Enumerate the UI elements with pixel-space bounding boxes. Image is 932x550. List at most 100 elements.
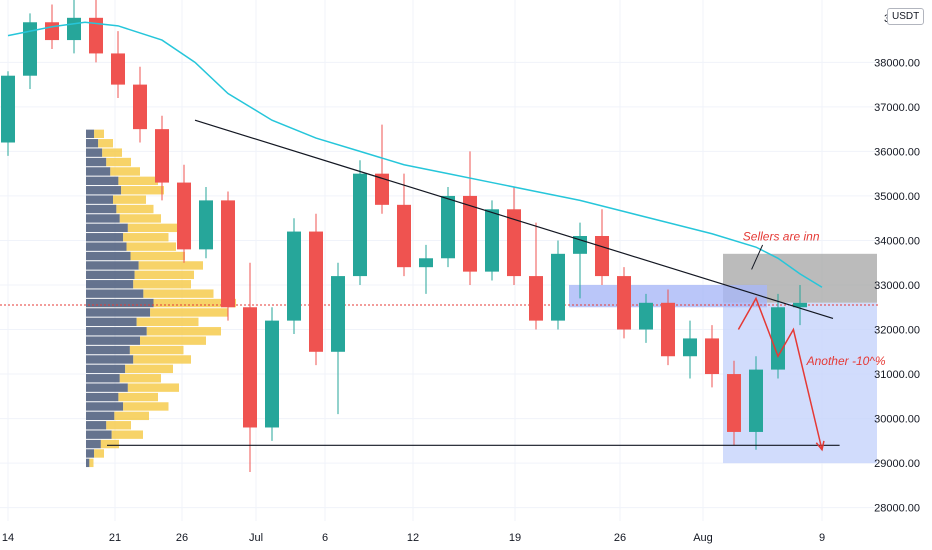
volume-profile-bar-buy bbox=[102, 148, 122, 157]
candle-body bbox=[265, 320, 279, 428]
volume-profile-bar-sell bbox=[86, 402, 124, 411]
volume-profile-bar-buy bbox=[129, 345, 184, 355]
candle-body bbox=[67, 17, 81, 41]
volume-profile-bar-buy bbox=[133, 355, 191, 364]
volume-profile-bar-sell bbox=[86, 411, 115, 421]
volume-profile-bar-sell bbox=[86, 430, 112, 439]
zone-target bbox=[723, 302, 877, 464]
candle-body bbox=[661, 302, 675, 357]
drawings bbox=[107, 119, 840, 452]
x-tick-label: Aug bbox=[693, 532, 713, 544]
candle-body bbox=[23, 22, 37, 76]
volume-profile bbox=[86, 129, 236, 468]
volume-profile-bar-sell bbox=[86, 355, 134, 364]
candle-body bbox=[177, 182, 191, 250]
volume-profile-bar-sell bbox=[86, 298, 154, 308]
volume-profile-bar-buy bbox=[146, 327, 221, 336]
annotations: Sellers are inn Another -10^% bbox=[743, 229, 886, 368]
volume-profile-bar-sell bbox=[86, 214, 120, 223]
candle-body bbox=[463, 195, 477, 272]
candle-body bbox=[221, 200, 235, 308]
y-tick-label: 32000.00 bbox=[874, 325, 920, 337]
x-tick-label: 12 bbox=[407, 532, 419, 544]
volume-profile-bar-sell bbox=[86, 364, 126, 374]
volume-profile-bar-sell bbox=[86, 317, 137, 327]
candle-body bbox=[287, 231, 301, 321]
volume-profile-bar-buy bbox=[134, 270, 194, 280]
y-tick-label: 34000.00 bbox=[874, 235, 920, 247]
volume-profile-bar-sell bbox=[86, 251, 131, 261]
volume-profile-bar-buy bbox=[116, 204, 154, 214]
volume-profile-bar-sell bbox=[86, 327, 147, 336]
volume-profile-bar-sell bbox=[86, 233, 124, 242]
volume-profile-bar-buy bbox=[125, 364, 173, 374]
candle-body bbox=[331, 276, 345, 352]
candle-body bbox=[639, 302, 653, 330]
sellers-annotation: Sellers are inn bbox=[743, 229, 820, 243]
volume-profile-bar-sell bbox=[86, 167, 111, 176]
candle-body bbox=[397, 204, 411, 268]
x-tick-label: 26 bbox=[614, 532, 626, 544]
volume-profile-bar-buy bbox=[114, 411, 149, 421]
volume-profile-bar-buy bbox=[140, 336, 206, 345]
candle-body bbox=[243, 307, 257, 428]
volume-profile-bar-buy bbox=[111, 430, 143, 439]
y-tick-label: 30000.00 bbox=[874, 414, 920, 426]
candle-body bbox=[133, 84, 147, 130]
x-tick-label: Jul bbox=[249, 532, 263, 544]
volume-profile-bar-sell bbox=[86, 280, 134, 289]
volume-profile-bar-buy bbox=[94, 449, 104, 458]
candle-body bbox=[727, 374, 741, 432]
volume-profile-bar-sell bbox=[86, 336, 140, 345]
volume-profile-bar-sell bbox=[86, 289, 144, 298]
volume-profile-bar-buy bbox=[127, 223, 179, 233]
candle-body bbox=[793, 302, 807, 308]
y-tick-label: 31000.00 bbox=[874, 369, 920, 381]
candle-body bbox=[441, 195, 455, 259]
candle-body bbox=[595, 236, 609, 277]
volume-profile-bar-sell bbox=[86, 308, 151, 317]
candle-body bbox=[507, 209, 521, 277]
projection-path bbox=[737, 296, 823, 450]
candle-body bbox=[45, 22, 59, 41]
volume-profile-bar-buy bbox=[123, 233, 169, 242]
volume-profile-bar-buy bbox=[138, 261, 203, 270]
x-tick-label: 21 bbox=[109, 532, 121, 544]
volume-profile-bar-sell bbox=[86, 186, 122, 195]
moving-average bbox=[7, 21, 823, 288]
volume-profile-bar-buy bbox=[119, 214, 161, 223]
volume-profile-bar-sell bbox=[86, 176, 119, 186]
volume-profile-bar-buy bbox=[133, 280, 191, 289]
volume-profile-bar-sell bbox=[86, 195, 113, 204]
volume-profile-bar-buy bbox=[106, 421, 131, 430]
volume-profile-bar-buy bbox=[113, 195, 146, 204]
x-tick-label: 26 bbox=[176, 532, 188, 544]
volume-profile-bar-sell bbox=[86, 439, 101, 449]
volume-profile-bar-sell bbox=[86, 345, 130, 355]
volume-profile-bar-sell bbox=[86, 157, 107, 167]
candle-body bbox=[375, 173, 389, 205]
volume-profile-bar-sell bbox=[86, 148, 103, 157]
candle-body bbox=[419, 258, 433, 268]
volume-profile-bar-sell bbox=[86, 139, 99, 148]
candle-body bbox=[199, 200, 213, 250]
candlestick-series bbox=[1, 0, 807, 473]
volume-profile-bar-buy bbox=[143, 289, 214, 298]
volume-profile-bar-buy bbox=[89, 458, 94, 468]
volume-profile-bar-buy bbox=[123, 402, 169, 411]
candle-body bbox=[705, 338, 719, 375]
volume-profile-bar-buy bbox=[127, 383, 179, 392]
volume-profile-bar-sell bbox=[86, 204, 117, 214]
volume-profile-bar-sell bbox=[86, 458, 90, 468]
x-tick-label: 19 bbox=[509, 532, 521, 544]
y-tick-label: 35000.00 bbox=[874, 191, 920, 203]
target-annotation: Another -10^% bbox=[806, 354, 886, 368]
volume-profile-bar-buy bbox=[130, 251, 185, 261]
volume-profile-bar-buy bbox=[126, 242, 176, 251]
x-tick-label: 6 bbox=[322, 532, 328, 544]
y-tick-label: 28000.00 bbox=[874, 503, 920, 515]
x-tick-label: 14 bbox=[2, 532, 14, 544]
currency-unit-badge[interactable]: USDT bbox=[887, 8, 925, 25]
volume-profile-bar-buy bbox=[98, 139, 113, 148]
